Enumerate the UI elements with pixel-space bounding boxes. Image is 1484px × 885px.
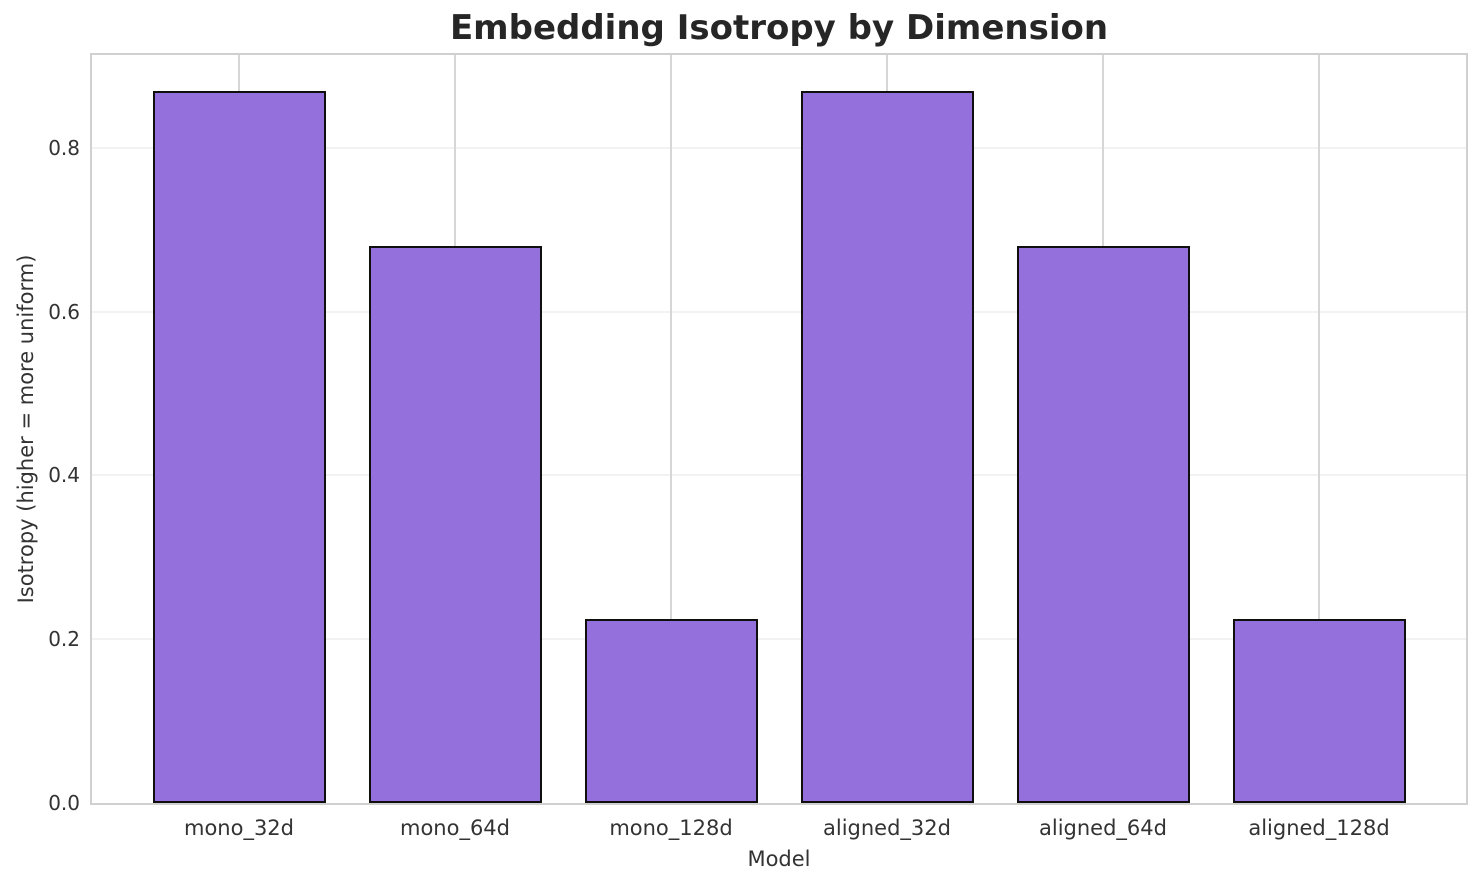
x-tick-label: mono_64d xyxy=(399,816,510,840)
y-tick-label: 0.8 xyxy=(48,135,80,160)
bar-mono_64d xyxy=(368,246,542,803)
horizontal-gridline xyxy=(92,474,1466,477)
bar-mono_32d xyxy=(152,91,326,803)
vertical-gridline xyxy=(1318,55,1320,803)
x-tick-label: mono_32d xyxy=(183,816,294,840)
x-tick-label: aligned_64d xyxy=(1039,816,1167,840)
x-axis-label: Model xyxy=(747,847,811,871)
vertical-gridline xyxy=(670,55,672,803)
y-tick-label: 0.2 xyxy=(48,627,80,652)
bar-aligned_64d xyxy=(1016,246,1190,803)
horizontal-gridline xyxy=(92,638,1466,641)
horizontal-gridline xyxy=(92,146,1466,149)
bar-mono_128d xyxy=(584,619,758,803)
bar-aligned_32d xyxy=(800,91,974,803)
y-tick-label: 0.6 xyxy=(48,299,80,324)
chart-title: Embedding Isotropy by Dimension xyxy=(449,8,1109,48)
y-tick-label: 0.0 xyxy=(48,791,80,815)
plot-area xyxy=(90,53,1468,805)
x-tick-label: aligned_32d xyxy=(823,816,951,840)
bar-aligned_128d xyxy=(1232,619,1406,803)
y-tick-label: 0.4 xyxy=(48,463,80,488)
x-tick-label: aligned_128d xyxy=(1248,816,1390,840)
horizontal-gridline xyxy=(92,310,1466,313)
x-tick-label: mono_128d xyxy=(609,816,733,840)
